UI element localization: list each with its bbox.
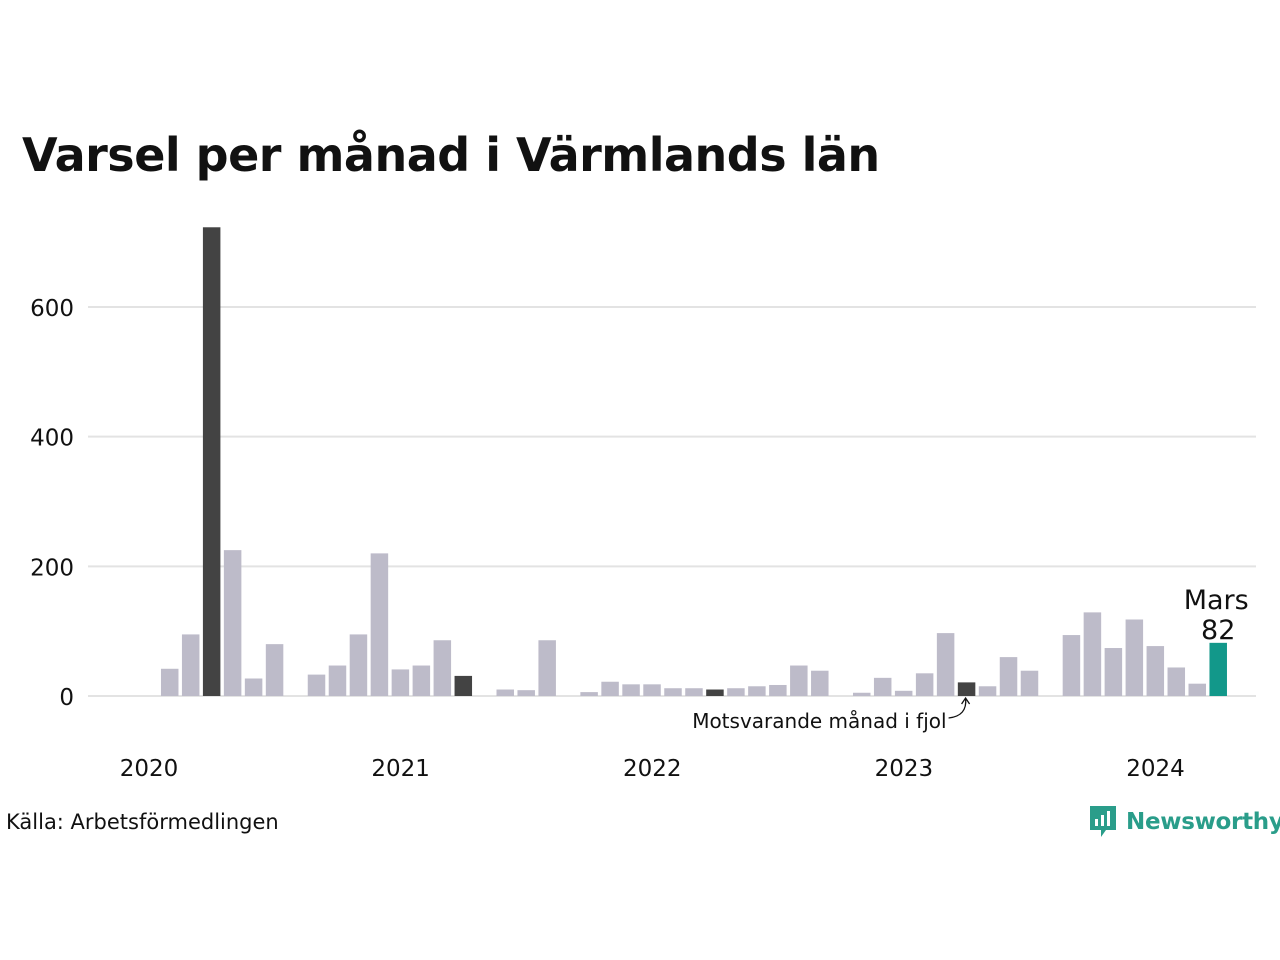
bar — [181, 634, 200, 696]
bar — [328, 665, 347, 696]
bar — [601, 681, 619, 696]
bar — [999, 657, 1018, 696]
bar — [811, 670, 829, 696]
x-axis-tick-labels: 2020 2021 2022 2023 2024 — [120, 756, 1185, 782]
bar — [1062, 635, 1081, 696]
bar — [307, 674, 326, 696]
bar — [517, 690, 535, 696]
current-month-value: 82 — [1201, 615, 1235, 646]
bar — [643, 684, 661, 696]
x-tick-label: 2023 — [875, 756, 934, 782]
bar — [727, 688, 745, 696]
bar — [1146, 646, 1165, 696]
bar — [936, 633, 955, 696]
bar — [496, 689, 514, 696]
y-tick-label: 600 — [30, 296, 74, 322]
x-tick-label: 2020 — [120, 756, 179, 782]
newsworthy-logo-icon — [1090, 806, 1116, 837]
bars — [160, 227, 1227, 696]
x-tick-label: 2021 — [371, 756, 430, 782]
bar — [349, 634, 368, 696]
bar — [538, 640, 556, 696]
x-tick-label: 2022 — [623, 756, 682, 782]
bar — [244, 678, 263, 696]
bar — [1020, 670, 1039, 696]
gridlines — [88, 306, 1256, 697]
bar — [706, 689, 724, 696]
bar — [790, 665, 808, 696]
annotations: Mars 82 Motsvarande månad i fjol — [692, 585, 1249, 733]
y-tick-label: 400 — [30, 426, 74, 452]
bar — [1188, 683, 1206, 696]
bar — [1104, 648, 1123, 696]
bar — [412, 665, 431, 696]
source-note: Källa: Arbetsförmedlingen — [6, 810, 279, 834]
bar — [265, 644, 284, 696]
x-tick-label: 2024 — [1126, 756, 1185, 782]
bar — [1125, 619, 1144, 696]
bar — [664, 688, 682, 696]
bar — [580, 692, 598, 696]
brand-name: Newsworthy — [1126, 809, 1280, 835]
bar — [160, 668, 179, 696]
bar — [370, 553, 389, 696]
bar — [915, 673, 934, 696]
bar — [223, 550, 242, 696]
bar — [769, 684, 787, 696]
y-tick-label: 200 — [30, 555, 74, 581]
brand: Newsworthy — [1088, 804, 1280, 840]
previous-year-label: Motsvarande månad i fjol — [692, 709, 946, 733]
bar — [873, 677, 892, 696]
y-tick-label: 0 — [59, 685, 74, 711]
y-axis-tick-labels: 0 200 400 600 — [30, 296, 74, 711]
bar — [1167, 667, 1186, 696]
bar — [894, 690, 913, 696]
bar — [1083, 612, 1102, 696]
bar — [978, 686, 997, 696]
current-month-label: Mars — [1184, 585, 1249, 616]
bar — [852, 692, 871, 696]
bar — [957, 682, 976, 696]
bar — [748, 686, 766, 696]
chart-title: Varsel per månad i Värmlands län — [22, 128, 880, 182]
bar — [454, 675, 473, 696]
bar — [685, 688, 703, 696]
previous-year-arrow — [948, 696, 971, 719]
bar — [202, 227, 221, 696]
bar — [622, 684, 640, 696]
bar — [433, 640, 452, 696]
bar — [1209, 642, 1227, 696]
bar — [391, 669, 410, 696]
